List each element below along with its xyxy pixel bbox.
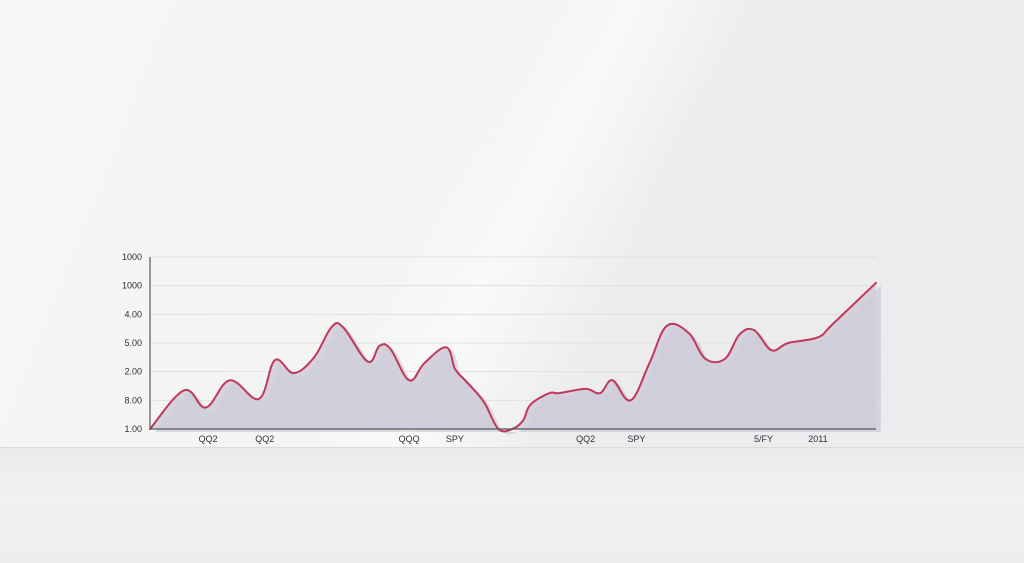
floor-surface	[0, 447, 1024, 563]
x-tick-label: 2011	[808, 434, 827, 444]
x-tick-label: 5/FY	[754, 434, 773, 444]
x-tick-label: SPY	[627, 434, 645, 444]
y-tick-label: 2.00	[124, 367, 142, 377]
series-line	[149, 281, 877, 433]
x-tick-label: QQQ	[399, 434, 420, 444]
y-tick-label: 1000	[122, 252, 142, 262]
y-tick-label: 8.00	[124, 395, 142, 405]
x-tick-label: QQ2	[199, 434, 218, 444]
y-tick-label: 1.00	[124, 424, 142, 434]
y-tick-label: 1000	[122, 281, 142, 291]
x-tick-label: QQ2	[576, 434, 595, 444]
x-tick-label: QQ2	[255, 434, 274, 444]
x-tick-labels: QQ2 QQ2 QQQ SPY QQ2 SPY 5/FY 2011	[199, 434, 828, 444]
x-tick-label: SPY	[446, 434, 464, 444]
y-tick-label: 4.00	[124, 309, 142, 319]
area-fill	[150, 282, 876, 432]
y-tick-label: 5.00	[124, 338, 142, 348]
y-tick-labels: 1000 1000 4.00 5.00 2.00 8.00 1.00	[122, 252, 142, 434]
